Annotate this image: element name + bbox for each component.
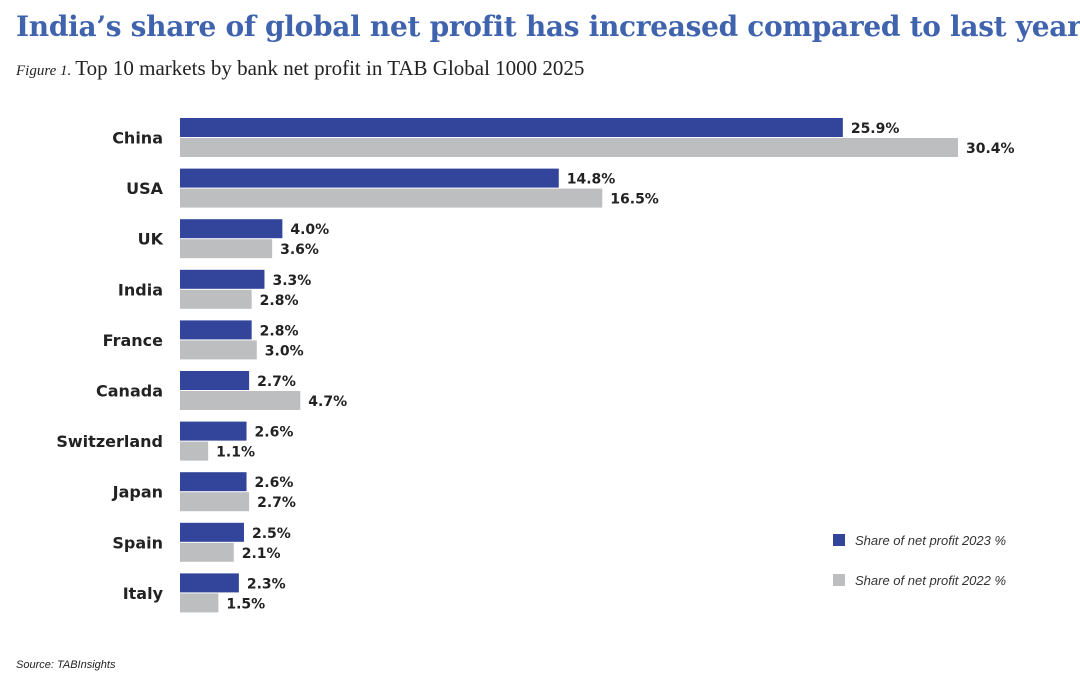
value-label-switzerland-2023: 2.6%	[255, 425, 294, 441]
bar-uk-2022	[180, 239, 273, 259]
bar-china-2023	[180, 118, 843, 137]
value-label-china-2022: 30.4%	[966, 141, 1015, 157]
chart-title: India’s share of global net profit has i…	[16, 10, 1080, 43]
chart-subtitle: Figure 1. Top 10 markets by bank net prof…	[16, 56, 584, 81]
bar-italy-2022	[180, 593, 219, 613]
bar-switzerland-2022	[180, 441, 209, 461]
category-label-italy: Italy	[123, 584, 164, 603]
bar-usa-2022	[180, 188, 603, 208]
bar-switzerland-2023	[180, 421, 247, 441]
bar-france-2022	[180, 340, 257, 360]
category-label-uk: UK	[138, 230, 164, 249]
bar-canada-2022	[180, 391, 301, 410]
source-note: Source: TABInsights	[16, 659, 116, 671]
value-label-usa-2022: 16.5%	[610, 192, 659, 208]
legend-swatch-2022	[833, 574, 845, 586]
legend-item-2022: Share of net profit 2022 %	[833, 570, 1006, 590]
value-label-uk-2023: 4.0%	[290, 222, 329, 238]
category-label-france: France	[103, 331, 163, 350]
value-label-japan-2022: 2.7%	[257, 495, 296, 511]
value-label-china-2023: 25.9%	[851, 121, 900, 137]
value-label-france-2023: 2.8%	[260, 323, 299, 339]
value-label-uk-2022: 3.6%	[280, 242, 319, 258]
value-label-usa-2023: 14.8%	[567, 172, 616, 188]
value-label-spain-2023: 2.5%	[252, 526, 291, 542]
category-label-canada: Canada	[96, 382, 163, 401]
bar-india-2023	[180, 269, 265, 289]
bar-india-2022	[180, 289, 252, 309]
bar-japan-2023	[180, 472, 247, 492]
bar-japan-2022	[180, 492, 250, 512]
value-label-italy-2023: 2.3%	[247, 576, 286, 592]
bar-spain-2023	[180, 522, 244, 542]
bar-italy-2023	[180, 573, 239, 593]
legend-item-2023: Share of net profit 2023 %	[833, 530, 1006, 550]
bar-canada-2023	[180, 371, 250, 390]
category-label-usa: USA	[126, 179, 164, 198]
category-label-japan: Japan	[112, 483, 163, 502]
category-label-china: China	[112, 129, 163, 148]
value-label-india-2022: 2.8%	[260, 293, 299, 309]
value-label-japan-2023: 2.6%	[255, 475, 294, 491]
value-label-spain-2022: 2.1%	[242, 546, 281, 562]
category-label-switzerland: Switzerland	[56, 432, 163, 451]
value-label-switzerland-2022: 1.1%	[216, 445, 255, 461]
value-label-india-2023: 3.3%	[272, 273, 311, 289]
legend-label-2022: Share of net profit 2022 %	[855, 572, 1007, 588]
legend: Share of net profit 2023 % Share of net …	[833, 530, 1006, 610]
value-label-france-2022: 3.0%	[265, 343, 304, 359]
value-label-canada-2022: 4.7%	[308, 394, 347, 410]
value-label-canada-2023: 2.7%	[257, 374, 296, 390]
bar-spain-2022	[180, 542, 234, 562]
bar-uk-2023	[180, 219, 283, 239]
bar-france-2023	[180, 320, 252, 340]
legend-label-2023: Share of net profit 2023 %	[855, 532, 1007, 548]
bar-usa-2023	[180, 168, 559, 188]
figure-label: Figure 1.	[16, 63, 72, 79]
legend-swatch-2023	[833, 534, 845, 546]
value-label-italy-2022: 1.5%	[226, 596, 265, 612]
bar-china-2022	[180, 138, 958, 157]
category-label-india: India	[118, 280, 163, 299]
category-label-spain: Spain	[112, 533, 163, 552]
subtitle-text: Top 10 markets by bank net profit in TAB…	[75, 56, 585, 80]
